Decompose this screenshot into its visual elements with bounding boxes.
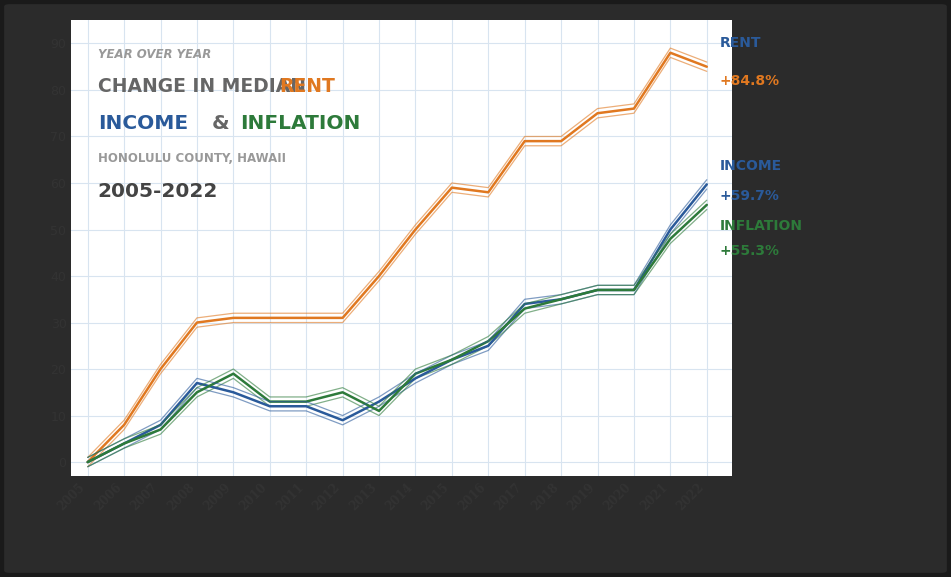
Text: &: & [205,114,237,133]
Text: +84.8%: +84.8% [720,74,780,88]
Text: CHANGE IN MEDIAN: CHANGE IN MEDIAN [98,77,312,96]
Text: HONOLULU COUNTY, HAWAII: HONOLULU COUNTY, HAWAII [98,152,285,166]
Text: YEAR OVER YEAR: YEAR OVER YEAR [98,47,211,61]
Text: RENT: RENT [720,36,761,50]
Text: INCOME: INCOME [98,114,188,133]
Text: INFLATION: INFLATION [240,114,360,133]
Text: RENT: RENT [280,77,336,96]
Text: 2005-2022: 2005-2022 [98,182,218,201]
Text: INFLATION: INFLATION [720,219,803,233]
Text: INCOME: INCOME [720,159,782,173]
Text: +59.7%: +59.7% [720,189,780,203]
Text: +55.3%: +55.3% [720,245,780,258]
